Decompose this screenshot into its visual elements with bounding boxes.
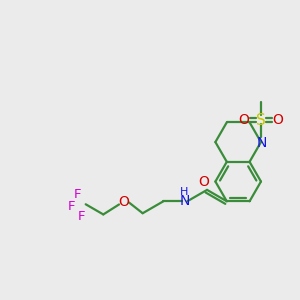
Text: N: N	[179, 194, 190, 208]
Text: O: O	[199, 175, 209, 189]
Text: H: H	[180, 188, 188, 197]
Text: O: O	[239, 113, 250, 127]
Text: F: F	[74, 188, 82, 201]
Text: O: O	[118, 196, 130, 209]
Text: S: S	[256, 113, 266, 128]
Text: F: F	[78, 210, 85, 223]
Text: F: F	[68, 200, 76, 213]
Text: O: O	[272, 113, 283, 127]
Text: N: N	[257, 136, 267, 150]
